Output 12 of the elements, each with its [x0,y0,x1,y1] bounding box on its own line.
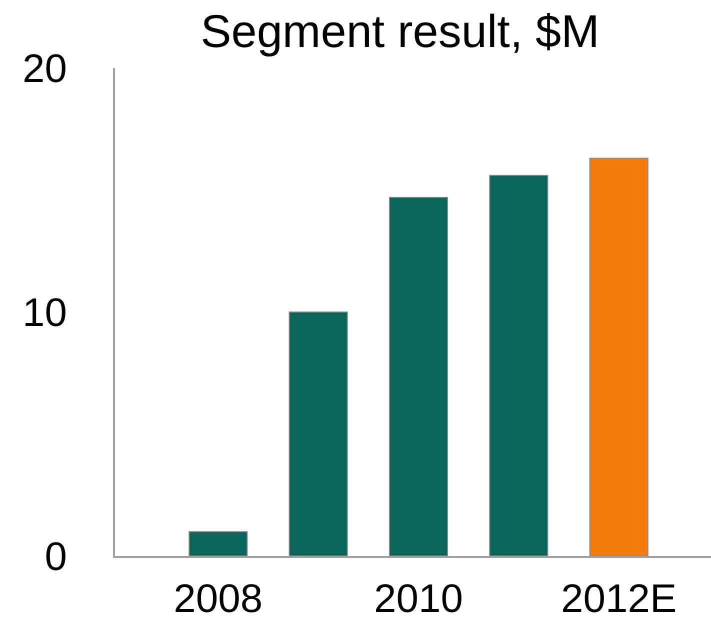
x-tick-label: 2008 [174,577,263,621]
x-tick-label: 2010 [374,577,463,621]
y-tick-label: 0 [44,535,67,579]
bar [589,158,648,556]
bar [188,531,248,556]
bar [388,196,448,556]
chart-title: Segment result, $M [200,5,600,58]
bar [288,312,348,556]
bar [489,174,548,556]
y-tick-label: 20 [22,47,67,91]
x-tick-label: 2012E [561,577,677,621]
y-tick-label: 10 [22,291,67,335]
